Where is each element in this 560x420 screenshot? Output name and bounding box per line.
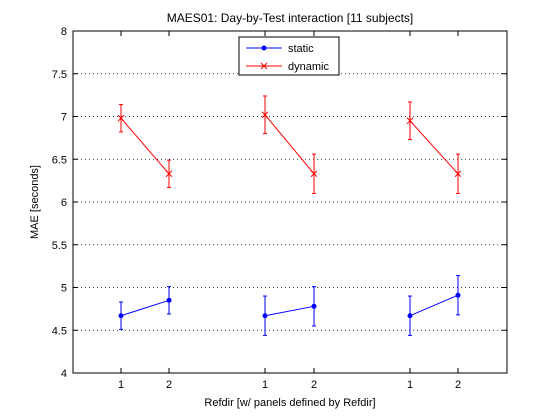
data-point	[165, 170, 173, 178]
y-tick-label: 5.5	[52, 240, 67, 252]
data-point	[310, 170, 318, 178]
y-tick-label: 7	[61, 112, 67, 124]
series-dynamic	[261, 95, 318, 194]
data-point	[261, 111, 269, 119]
legend-marker	[261, 45, 267, 51]
data-point	[455, 292, 461, 298]
series-static	[118, 286, 172, 330]
y-tick-label: 4	[61, 368, 67, 380]
data-point	[118, 313, 124, 319]
y-axis-label: MAE [seconds]	[29, 165, 41, 239]
x-tick-label: 2	[311, 379, 317, 391]
grid-lines	[73, 73, 507, 331]
legend-label: static	[288, 43, 314, 55]
series-static	[407, 275, 461, 336]
y-tick-label: 4.5	[52, 325, 67, 337]
data-point	[262, 313, 268, 319]
data-point	[406, 117, 414, 125]
series-static	[262, 286, 317, 336]
x-tick-label: 1	[262, 379, 268, 391]
x-axis-label: Refdir [w/ panels defined by Refdir]	[204, 397, 375, 409]
x-tick-label: 1	[407, 379, 413, 391]
y-tick-label: 8	[61, 26, 67, 38]
legend-entry-dynamic: dynamic	[246, 61, 329, 73]
y-tick-label: 6	[61, 197, 67, 209]
y-tick-label: 5	[61, 283, 67, 295]
y-tick-label: 7.5	[52, 69, 67, 81]
x-tick-label: 2	[455, 379, 461, 391]
x-tick-label: 1	[118, 379, 124, 391]
series-dynamic	[117, 104, 173, 188]
data-point	[454, 170, 462, 178]
data-point	[117, 114, 125, 122]
series-line	[120, 117, 170, 175]
data-point	[311, 303, 317, 309]
legend-label: dynamic	[288, 61, 329, 73]
series-dynamic	[406, 101, 462, 194]
y-tick-label: 6.5	[52, 154, 67, 166]
legend-box	[238, 36, 340, 76]
series-line	[120, 299, 170, 317]
x-tick-label: 2	[166, 379, 172, 391]
series-line	[264, 114, 315, 175]
legend: static dynamic	[238, 36, 340, 76]
series-line	[409, 120, 459, 175]
data-layer	[117, 95, 462, 336]
series-line	[409, 294, 459, 317]
chart-title: MAES01: Day-by-Test interaction [11 subj…	[167, 11, 414, 25]
data-point	[166, 297, 172, 303]
legend-marker	[260, 62, 268, 70]
axis-ticks: 4 4.5 5 5.5 6 6.5 7 7.5 8 1 2 1 2 1 2	[52, 26, 507, 391]
legend-entry-static: static	[246, 43, 314, 55]
data-point	[407, 313, 413, 319]
series-line	[264, 305, 315, 317]
